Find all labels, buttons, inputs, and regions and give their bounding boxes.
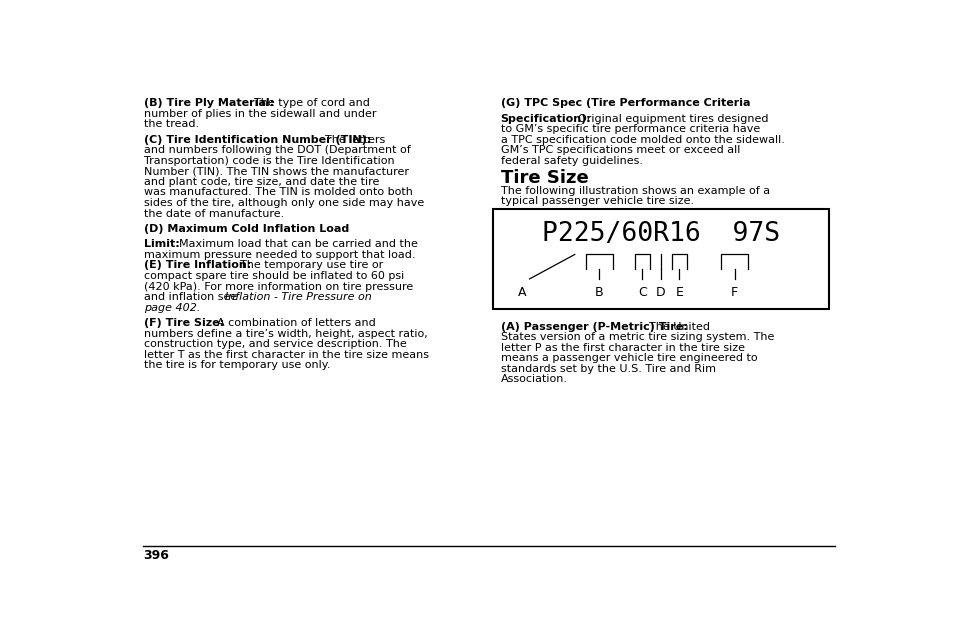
Text: number of plies in the sidewall and under: number of plies in the sidewall and unde… bbox=[144, 109, 376, 119]
Text: construction type, and service description. The: construction type, and service descripti… bbox=[144, 339, 406, 349]
Text: to GM’s specific tire performance criteria have: to GM’s specific tire performance criter… bbox=[500, 124, 759, 134]
Text: the tread.: the tread. bbox=[144, 120, 199, 129]
Text: compact spare tire should be inflated to 60 psi: compact spare tire should be inflated to… bbox=[144, 271, 404, 281]
Text: (B) Tire Ply Material:: (B) Tire Ply Material: bbox=[144, 99, 274, 108]
Text: typical passenger vehicle tire size.: typical passenger vehicle tire size. bbox=[500, 197, 693, 206]
Text: Tire Size: Tire Size bbox=[500, 169, 588, 187]
Text: E: E bbox=[675, 286, 682, 300]
Text: Maximum load that can be carried and the: Maximum load that can be carried and the bbox=[172, 239, 417, 249]
Text: Number (TIN). The TIN shows the manufacturer: Number (TIN). The TIN shows the manufact… bbox=[144, 167, 409, 176]
Bar bbox=[492, 209, 828, 309]
Text: page 402.: page 402. bbox=[144, 303, 200, 312]
Text: The letters: The letters bbox=[317, 135, 385, 145]
Text: sides of the tire, although only one side may have: sides of the tire, although only one sid… bbox=[144, 198, 424, 208]
Text: numbers define a tire’s width, height, aspect ratio,: numbers define a tire’s width, height, a… bbox=[144, 329, 427, 338]
Text: Inflation - Tire Pressure on: Inflation - Tire Pressure on bbox=[224, 292, 371, 302]
Text: Original equipment tires designed: Original equipment tires designed bbox=[571, 114, 768, 124]
Text: P225/60R16  97S: P225/60R16 97S bbox=[541, 221, 779, 247]
Text: A: A bbox=[517, 286, 526, 300]
Text: States version of a metric tire sizing system. The: States version of a metric tire sizing s… bbox=[500, 332, 773, 342]
Text: federal safety guidelines.: federal safety guidelines. bbox=[500, 156, 642, 166]
Text: letter T as the first character in the tire size means: letter T as the first character in the t… bbox=[144, 350, 429, 359]
Text: (D) Maximum Cold Inflation Load: (D) Maximum Cold Inflation Load bbox=[144, 224, 349, 234]
Text: Transportation) code is the Tire Identification: Transportation) code is the Tire Identif… bbox=[144, 156, 395, 166]
Text: 396: 396 bbox=[143, 549, 169, 562]
Text: was manufactured. The TIN is molded onto both: was manufactured. The TIN is molded onto… bbox=[144, 188, 413, 198]
Text: Limit:: Limit: bbox=[144, 239, 179, 249]
Text: means a passenger vehicle tire engineered to: means a passenger vehicle tire engineere… bbox=[500, 353, 757, 363]
Text: the tire is for temporary use only.: the tire is for temporary use only. bbox=[144, 360, 330, 370]
Text: B: B bbox=[595, 286, 603, 300]
Text: The following illustration shows an example of a: The following illustration shows an exam… bbox=[500, 186, 769, 196]
Text: (C) Tire Identification Number (TIN):: (C) Tire Identification Number (TIN): bbox=[144, 135, 371, 145]
Text: and numbers following the DOT (Department of: and numbers following the DOT (Departmen… bbox=[144, 146, 411, 155]
Text: (420 kPa). For more information on tire pressure: (420 kPa). For more information on tire … bbox=[144, 282, 413, 291]
Text: C: C bbox=[638, 286, 646, 300]
Text: standards set by the U.S. Tire and Rim: standards set by the U.S. Tire and Rim bbox=[500, 364, 715, 373]
Text: The United: The United bbox=[641, 322, 709, 331]
Text: D: D bbox=[656, 286, 665, 300]
Text: Specification):: Specification): bbox=[500, 114, 591, 124]
Text: A combination of letters and: A combination of letters and bbox=[210, 318, 375, 328]
Text: and plant code, tire size, and date the tire: and plant code, tire size, and date the … bbox=[144, 177, 379, 187]
Text: F: F bbox=[730, 286, 738, 300]
Text: letter P as the first character in the tire size: letter P as the first character in the t… bbox=[500, 343, 743, 352]
Text: Association.: Association. bbox=[500, 374, 567, 384]
Text: maximum pressure needed to support that load.: maximum pressure needed to support that … bbox=[144, 250, 416, 260]
Text: and inflation see: and inflation see bbox=[144, 292, 240, 302]
Text: GM’s TPC specifications meet or exceed all: GM’s TPC specifications meet or exceed a… bbox=[500, 146, 740, 155]
Text: (G) TPC Spec (Tire Performance Criteria: (G) TPC Spec (Tire Performance Criteria bbox=[500, 99, 749, 108]
Text: (A) Passenger (P-Metric) Tire:: (A) Passenger (P-Metric) Tire: bbox=[500, 322, 686, 331]
Text: (F) Tire Size:: (F) Tire Size: bbox=[144, 318, 224, 328]
Text: a TPC specification code molded onto the sidewall.: a TPC specification code molded onto the… bbox=[500, 135, 783, 145]
Text: the date of manufacture.: the date of manufacture. bbox=[144, 209, 284, 219]
Text: The type of cord and: The type of cord and bbox=[247, 99, 370, 108]
Text: The temporary use tire or: The temporary use tire or bbox=[233, 261, 383, 270]
Text: (E) Tire Inflation:: (E) Tire Inflation: bbox=[144, 261, 251, 270]
